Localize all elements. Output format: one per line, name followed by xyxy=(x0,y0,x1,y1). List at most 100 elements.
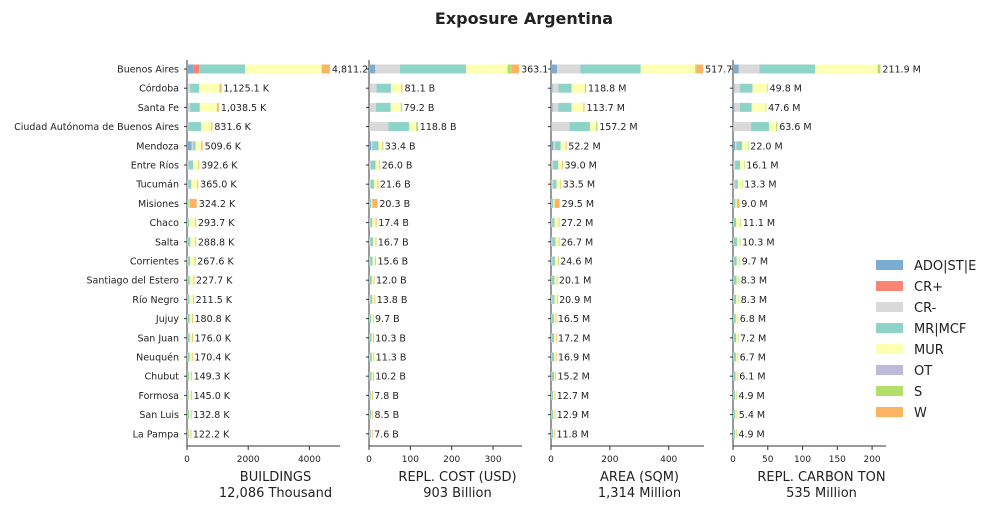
bar-segment xyxy=(371,198,373,208)
x-axis-label: BUILDINGS xyxy=(240,470,311,485)
legend-swatch xyxy=(876,344,903,354)
x-axis-total: 535 Million xyxy=(786,486,857,501)
chart-panels: 4,811.2 K Buenos Aires 1,125.1 K Córdoba 1,0… xyxy=(14,60,921,501)
bar-segment xyxy=(767,83,768,93)
bar-segment xyxy=(374,294,376,304)
bar-segment xyxy=(551,237,553,247)
bar-segment xyxy=(583,102,584,112)
bar-segment xyxy=(560,179,562,189)
bar-segment xyxy=(733,64,739,74)
bar-segment xyxy=(187,314,188,324)
bar-segment xyxy=(189,294,194,304)
bar-segment xyxy=(735,352,738,362)
legend-label: MUR xyxy=(914,343,944,358)
bar-segment xyxy=(187,352,190,362)
bar-segment xyxy=(751,102,766,112)
value-label: 118.8 B xyxy=(420,122,457,133)
value-label: 10.2 B xyxy=(375,372,406,383)
bar-segment xyxy=(199,102,217,112)
bar-segment xyxy=(375,218,377,228)
x-axis-label: AREA (SQM) xyxy=(600,470,679,485)
category-label: Río Negro xyxy=(132,295,179,306)
bar-segment xyxy=(369,179,370,189)
bar-segment xyxy=(551,160,552,170)
bar-segment xyxy=(201,141,202,151)
bar-segment xyxy=(554,333,557,343)
value-label: 21.6 B xyxy=(380,180,411,191)
value-label: 13.8 B xyxy=(377,295,408,306)
value-label: 26.0 B xyxy=(382,161,413,172)
bar-segment xyxy=(187,198,188,208)
bar-segment xyxy=(744,160,745,170)
bar-segment xyxy=(737,198,740,208)
bar-segment xyxy=(376,83,391,93)
bar-segment xyxy=(747,141,749,151)
bar-segment xyxy=(191,179,198,189)
legend-item: OT xyxy=(876,364,932,379)
category-label: San Juan xyxy=(137,333,179,344)
bar-segment xyxy=(369,429,370,439)
bar-segment xyxy=(733,390,736,400)
bar-segment xyxy=(596,122,597,132)
bar-segment xyxy=(552,102,559,112)
bar-segment xyxy=(733,275,735,285)
bar-segment xyxy=(372,410,374,420)
bar-segment xyxy=(558,102,572,112)
bar-segment xyxy=(370,160,376,170)
category-label: Ciudad Autónoma de Buenos Aires xyxy=(14,122,179,133)
value-label: 392.6 K xyxy=(201,161,238,172)
value-label: 7.2 M xyxy=(740,333,766,344)
bar-segment xyxy=(369,333,370,343)
bar-segment xyxy=(369,198,370,208)
bar-segment xyxy=(733,371,734,381)
value-label: 831.6 K xyxy=(214,122,251,133)
bar-segment xyxy=(369,410,370,420)
bar-segment xyxy=(733,160,734,170)
bar-segment xyxy=(558,83,572,93)
bar-segment xyxy=(377,179,379,189)
bar-segment xyxy=(733,179,736,189)
bar-segment xyxy=(736,333,738,343)
bar-segment xyxy=(551,371,554,381)
bar-segment xyxy=(554,390,556,400)
value-label: 9.0 M xyxy=(741,199,767,210)
bar-segment xyxy=(553,198,555,208)
bar-segment xyxy=(369,64,376,74)
bar-segment xyxy=(507,64,512,74)
bar-segment xyxy=(733,390,734,400)
bar-segment xyxy=(375,160,380,170)
bar-segment xyxy=(219,83,221,93)
bar-segment xyxy=(370,179,374,189)
bar-segment xyxy=(187,218,190,228)
bar-segment xyxy=(734,256,737,266)
bar-segment xyxy=(372,314,374,324)
bar-segment xyxy=(369,371,370,381)
bar-segment xyxy=(551,333,555,343)
category-label: Neuquén xyxy=(136,353,179,364)
x-tick-label: 300 xyxy=(484,455,501,465)
bar-segment xyxy=(733,333,734,343)
bar-segment xyxy=(555,352,557,362)
value-label: 211.5 K xyxy=(196,295,233,306)
bar-segment xyxy=(733,256,735,266)
x-tick-label: 0 xyxy=(366,455,372,465)
bar-segment xyxy=(370,390,373,400)
bar-segment xyxy=(372,294,375,304)
bar-segment xyxy=(190,410,192,420)
bar-segment xyxy=(187,429,188,439)
bar-segment xyxy=(400,64,467,74)
value-label: 122.2 K xyxy=(193,429,230,440)
bar-segment xyxy=(220,83,222,93)
bar-segment xyxy=(558,256,559,266)
bar-segment xyxy=(187,333,188,343)
bar-segment xyxy=(187,122,188,132)
value-label: 6.8 M xyxy=(740,314,766,325)
bar-segment xyxy=(373,333,374,343)
bar-segment xyxy=(390,83,402,93)
bar-segment xyxy=(187,390,188,400)
bar-segment xyxy=(733,371,736,381)
value-label: 81.1 B xyxy=(404,84,435,95)
bar-segment xyxy=(733,198,734,208)
value-label: 157.2 M xyxy=(599,122,637,133)
